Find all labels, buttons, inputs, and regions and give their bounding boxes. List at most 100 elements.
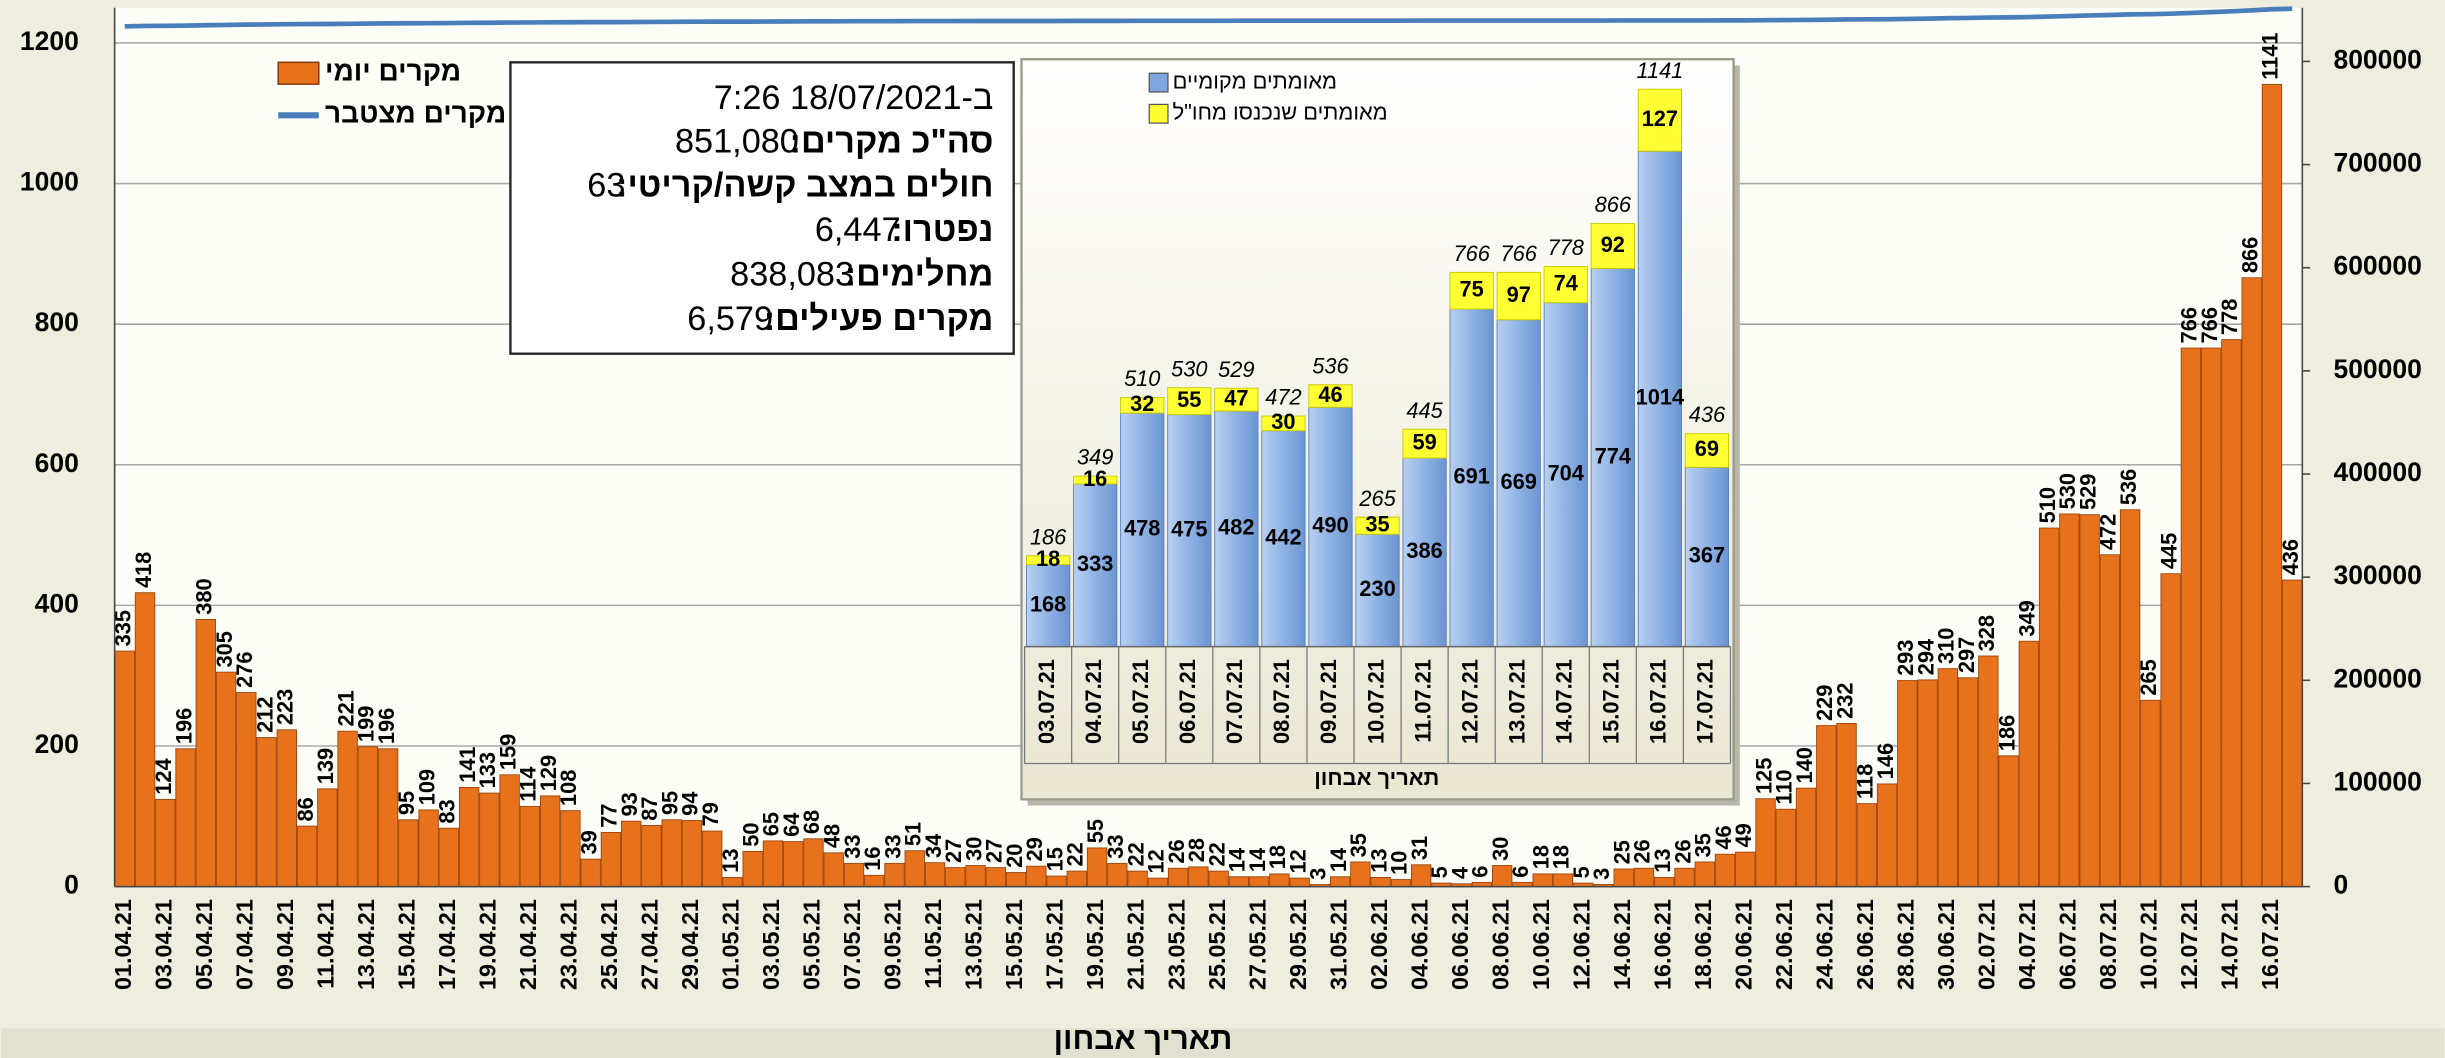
bar <box>2180 347 2202 888</box>
value-label: 691 <box>1453 464 1489 489</box>
bar <box>2281 579 2303 888</box>
value-label: 482 <box>1218 515 1254 540</box>
y2-tick-label: 300000 <box>2333 560 2421 590</box>
bar <box>2099 554 2121 888</box>
value-label: 39 <box>576 830 601 854</box>
value-label: 59 <box>1412 429 1436 454</box>
value-label: 47 <box>1224 385 1248 410</box>
x-tick-label: 19.04.21 <box>475 899 501 990</box>
value-label: 4 <box>1447 867 1472 879</box>
bar <box>2221 339 2242 888</box>
value-label: 22 <box>1123 842 1148 866</box>
value-label: 3 <box>1306 868 1331 880</box>
x-tick-label: 30.06.21 <box>1933 899 1959 990</box>
total-label: 778 <box>1548 235 1584 260</box>
bar-abroad <box>1355 516 1400 535</box>
info-value: 851,080 <box>675 122 799 160</box>
total-label: 436 <box>1689 402 1726 427</box>
value-label: 51 <box>901 822 926 846</box>
bar-local <box>1261 430 1306 648</box>
x-tick-label: 02.07.21 <box>1974 899 2000 990</box>
x-tick-label: 04.07.21 <box>2014 899 2040 990</box>
value-label: 10 <box>1387 851 1412 875</box>
bar <box>1876 783 1898 888</box>
value-label: 133 <box>475 752 500 788</box>
value-label: 13 <box>1366 849 1391 873</box>
legend-label: מקרים מצטבר <box>325 98 506 129</box>
value-label: 14 <box>1225 848 1250 872</box>
value-label: 28 <box>1184 838 1209 862</box>
info-value: 6,579 <box>687 300 773 338</box>
value-label: 30 <box>961 837 986 861</box>
value-label: 87 <box>637 797 662 821</box>
info-line: נפטרו:6,447 <box>815 211 994 249</box>
value-label: 6 <box>1508 866 1533 878</box>
bar <box>1917 679 1938 888</box>
value-label: 333 <box>1077 551 1113 576</box>
bar-abroad <box>1167 387 1212 416</box>
value-label: 29 <box>1022 837 1047 861</box>
value-label: 386 <box>1406 538 1442 563</box>
bar <box>2160 573 2181 888</box>
info-value: 838,083 <box>730 256 854 294</box>
bar-abroad <box>1449 271 1494 310</box>
bar-abroad <box>1214 387 1259 412</box>
value-label: 766 <box>2177 307 2202 343</box>
bar <box>377 748 399 888</box>
value-label: 5 <box>1569 866 1594 878</box>
x-tick-label: 11.04.21 <box>313 899 339 989</box>
y2-tick-label: 400000 <box>2333 457 2421 487</box>
bar <box>2241 277 2262 888</box>
x-tick-label: 05.07.21 <box>1128 659 1153 744</box>
value-label: 140 <box>1792 747 1817 783</box>
legend-label: מקרים יומי <box>325 56 461 87</box>
value-label: 92 <box>1601 232 1625 257</box>
value-label: 265 <box>2136 659 2161 695</box>
bar <box>357 746 379 888</box>
bar-abroad <box>1637 88 1682 152</box>
bar <box>539 795 561 888</box>
x-tick-label: 14.06.21 <box>1609 899 1635 990</box>
info-line: מחלימים:838,083 <box>730 256 993 294</box>
total-label: 186 <box>1030 524 1067 549</box>
value-label: 223 <box>273 689 298 725</box>
bar <box>681 820 703 888</box>
bar <box>1046 875 1067 888</box>
x-tick-label: 11.07.21 <box>1410 659 1435 743</box>
bar-abroad <box>1684 433 1730 468</box>
value-label: 95 <box>657 791 682 815</box>
value-label: 478 <box>1124 516 1160 541</box>
x-tick-label: 16.07.21 <box>2257 899 2283 990</box>
x-tick-label: 21.04.21 <box>515 899 541 990</box>
value-label: 186 <box>1994 715 2019 751</box>
x-tick-label: 23.04.21 <box>556 899 582 990</box>
bar-local <box>1543 302 1588 648</box>
x-tick-label: 10.07.21 <box>2136 899 2162 990</box>
value-label: 22 <box>1204 842 1229 866</box>
x-tick-label: 20.06.21 <box>1730 899 1756 990</box>
value-label: 774 <box>1595 443 1631 468</box>
bar <box>1329 876 1351 888</box>
value-label: 25 <box>1609 840 1634 864</box>
total-label: 265 <box>1358 486 1396 511</box>
bar-local <box>1355 533 1400 648</box>
value-label: 22 <box>1063 842 1088 866</box>
bar <box>1856 803 1877 888</box>
value-label: 310 <box>1934 628 1959 664</box>
value-label: 1141 <box>2258 32 2283 79</box>
value-label: 18 <box>1528 845 1553 869</box>
value-label: 26 <box>1630 839 1655 863</box>
bar <box>1957 677 1979 888</box>
value-label: 97 <box>1507 282 1531 307</box>
value-label: 146 <box>1873 743 1898 779</box>
total-label: 766 <box>1501 241 1538 266</box>
value-label: 196 <box>171 708 196 744</box>
bar <box>519 805 541 888</box>
total-label: 349 <box>1077 445 1113 470</box>
bar <box>1816 725 1837 888</box>
bar <box>661 819 682 888</box>
value-label: 74 <box>1554 270 1578 295</box>
bar-abroad <box>1543 266 1588 304</box>
bar <box>1755 798 1776 888</box>
value-label: 27 <box>982 839 1007 863</box>
